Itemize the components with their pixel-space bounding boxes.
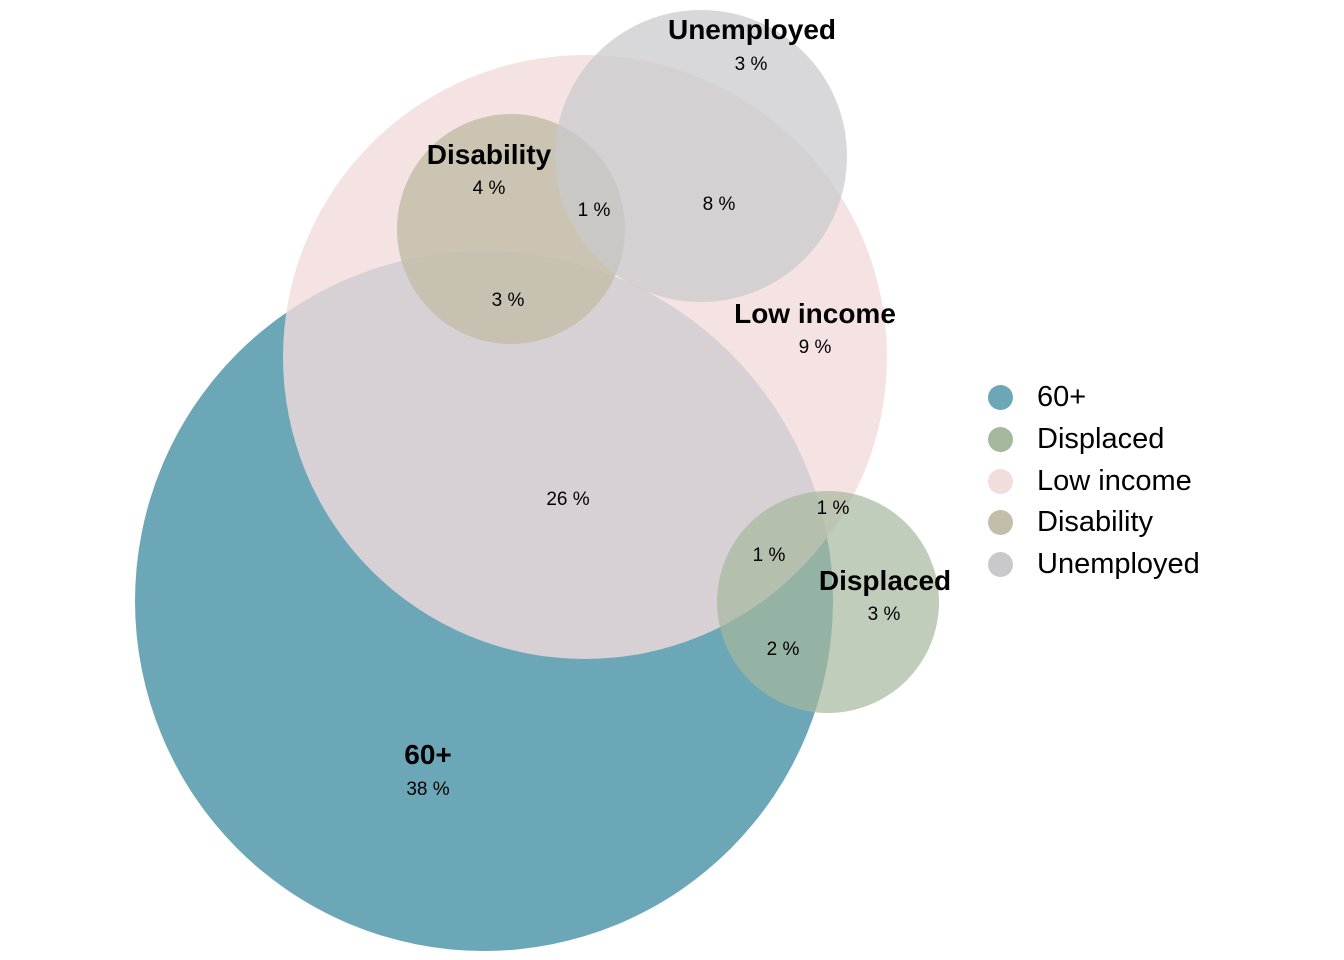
pct-60plus-only: 38 % <box>406 779 449 800</box>
legend: 60+ Displaced Low income Disability Unem… <box>988 377 1200 585</box>
pct-displaced-only: 3 % <box>868 604 901 625</box>
pct-low-income-unemployed: 8 % <box>703 194 736 215</box>
pct-low-income-only: 9 % <box>799 337 832 358</box>
legend-swatch-displaced <box>988 427 1013 453</box>
set-title-unemployed: Unemployed <box>668 14 836 45</box>
circle-unemployed <box>555 10 847 302</box>
legend-label-disability: Disability <box>1037 506 1154 539</box>
legend-swatch-60plus <box>988 385 1013 411</box>
pct-low-income-displaced: 1 % <box>817 498 850 519</box>
legend-label-unemployed: Unemployed <box>1037 548 1200 581</box>
set-title-low-income: Low income <box>734 298 896 329</box>
pct-60plus-low-income-disability: 3 % <box>492 290 525 311</box>
pct-60plus-low-income: 26 % <box>546 489 589 510</box>
legend-swatch-unemployed <box>988 552 1013 578</box>
pct-disability-only: 4 % <box>473 178 506 199</box>
legend-item-unemployed: Unemployed <box>988 544 1200 586</box>
pct-unemployed-only: 3 % <box>735 54 768 75</box>
legend-item-60plus: 60+ <box>988 377 1200 419</box>
legend-label-displaced: Displaced <box>1037 423 1165 456</box>
legend-swatch-low-income <box>988 468 1013 494</box>
legend-item-low-income: Low income <box>988 460 1200 502</box>
legend-label-60plus: 60+ <box>1037 381 1087 414</box>
pct-60plus-displaced: 2 % <box>767 639 800 660</box>
legend-swatch-disability <box>988 510 1013 536</box>
pct-disability-low-income-unemployed: 1 % <box>578 200 611 221</box>
legend-item-disability: Disability <box>988 502 1200 544</box>
set-title-disability: Disability <box>427 139 552 170</box>
legend-label-low-income: Low income <box>1037 464 1192 497</box>
legend-item-displaced: Displaced <box>988 419 1200 461</box>
set-title-60plus: 60+ <box>404 739 452 770</box>
set-title-displaced: Displaced <box>819 565 951 596</box>
pct-60plus-low-income-displaced: 1 % <box>753 545 786 566</box>
circle-displaced <box>717 491 939 713</box>
